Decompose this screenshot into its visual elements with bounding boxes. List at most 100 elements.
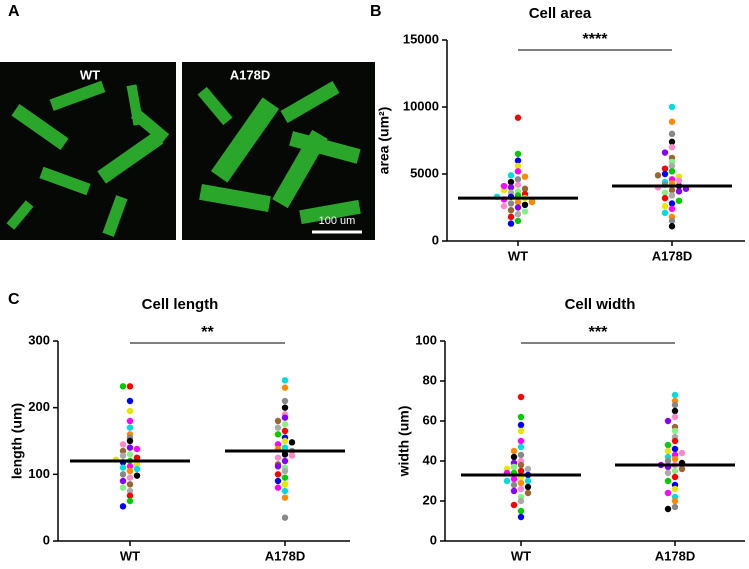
data-point bbox=[507, 206, 515, 214]
data-point bbox=[281, 377, 289, 384]
data-point bbox=[521, 208, 529, 215]
data-point bbox=[661, 189, 669, 196]
data-point bbox=[281, 474, 289, 481]
data-point bbox=[668, 217, 676, 225]
data-point bbox=[274, 417, 282, 425]
data-point bbox=[514, 162, 522, 170]
data-point bbox=[507, 184, 515, 191]
data-point bbox=[126, 383, 134, 390]
data-point bbox=[126, 467, 134, 475]
data-point bbox=[119, 471, 127, 478]
y-tick-label: 0 bbox=[43, 532, 50, 547]
data-point bbox=[119, 484, 127, 491]
data-point bbox=[671, 485, 679, 493]
y-tick-label: 40 bbox=[423, 452, 437, 467]
data-point bbox=[664, 505, 672, 513]
x-tick-label: WT bbox=[511, 548, 531, 563]
data-point bbox=[126, 437, 134, 445]
data-point bbox=[126, 417, 134, 425]
data-point bbox=[521, 173, 529, 180]
y-tick-label: 10000 bbox=[403, 98, 439, 113]
data-point bbox=[281, 451, 289, 458]
data-point bbox=[274, 424, 282, 431]
data-point bbox=[274, 484, 282, 491]
data-point bbox=[661, 209, 669, 217]
data-point bbox=[281, 397, 289, 405]
data-point bbox=[133, 465, 141, 473]
data-point bbox=[517, 485, 525, 493]
data-point bbox=[281, 384, 289, 391]
significance-label: *** bbox=[589, 324, 608, 341]
data-point bbox=[517, 513, 525, 521]
data-point bbox=[664, 457, 672, 465]
data-point bbox=[514, 114, 522, 121]
data-point bbox=[119, 464, 127, 471]
data-point bbox=[281, 457, 289, 465]
data-point bbox=[274, 477, 282, 485]
data-point bbox=[664, 489, 672, 497]
data-point bbox=[664, 417, 672, 425]
data-point bbox=[288, 439, 296, 446]
data-point bbox=[671, 455, 679, 463]
data-point bbox=[521, 201, 529, 209]
x-tick-label: WT bbox=[508, 248, 528, 263]
data-point bbox=[671, 391, 679, 399]
data-point bbox=[668, 144, 676, 151]
y-tick-label: 100 bbox=[28, 466, 50, 481]
data-point bbox=[661, 165, 669, 172]
data-point bbox=[517, 421, 525, 429]
data-point bbox=[514, 204, 522, 211]
image-label: A178D bbox=[230, 67, 270, 82]
data-point bbox=[288, 452, 296, 459]
data-point bbox=[664, 477, 672, 485]
data-point bbox=[510, 447, 518, 455]
data-point bbox=[133, 445, 141, 453]
chart-title: Cell length bbox=[142, 296, 219, 313]
data-point bbox=[274, 454, 282, 461]
data-point bbox=[119, 477, 127, 485]
data-point bbox=[274, 441, 282, 448]
y-tick-label: 300 bbox=[28, 332, 50, 347]
data-point bbox=[524, 489, 532, 497]
data-point bbox=[281, 514, 289, 521]
data-point bbox=[668, 186, 676, 194]
data-point bbox=[126, 397, 134, 405]
data-point bbox=[678, 465, 686, 473]
chart-title: Cell width bbox=[565, 296, 636, 313]
data-point bbox=[654, 172, 662, 179]
data-point bbox=[668, 223, 676, 230]
y-tick-label: 15000 bbox=[403, 31, 439, 46]
data-point bbox=[281, 421, 289, 428]
data-point bbox=[528, 198, 536, 206]
y-axis-title: width (um) bbox=[396, 406, 412, 478]
data-point bbox=[661, 194, 669, 202]
data-point bbox=[517, 461, 525, 469]
data-point bbox=[503, 477, 511, 485]
data-point bbox=[664, 469, 672, 477]
data-point bbox=[514, 168, 522, 175]
data-point bbox=[514, 211, 522, 218]
data-point bbox=[675, 197, 683, 204]
data-point bbox=[126, 407, 134, 415]
data-point bbox=[274, 463, 282, 470]
data-point bbox=[119, 452, 127, 459]
data-point bbox=[274, 471, 282, 478]
data-point bbox=[517, 413, 525, 421]
data-point bbox=[510, 481, 518, 489]
data-point bbox=[671, 427, 679, 435]
data-point bbox=[126, 492, 134, 499]
y-tick-label: 5000 bbox=[410, 165, 439, 180]
data-point bbox=[524, 483, 532, 491]
data-point bbox=[281, 444, 289, 451]
data-point bbox=[126, 444, 134, 451]
data-point bbox=[671, 437, 679, 445]
x-tick-label: WT bbox=[120, 548, 140, 563]
data-point bbox=[517, 451, 525, 459]
data-point bbox=[133, 461, 141, 468]
data-point bbox=[521, 185, 529, 192]
y-tick-label: 60 bbox=[423, 412, 437, 427]
scale-bar-label: 100 um bbox=[319, 215, 356, 227]
data-point bbox=[119, 447, 127, 455]
data-point bbox=[281, 414, 289, 421]
data-point bbox=[500, 182, 508, 190]
